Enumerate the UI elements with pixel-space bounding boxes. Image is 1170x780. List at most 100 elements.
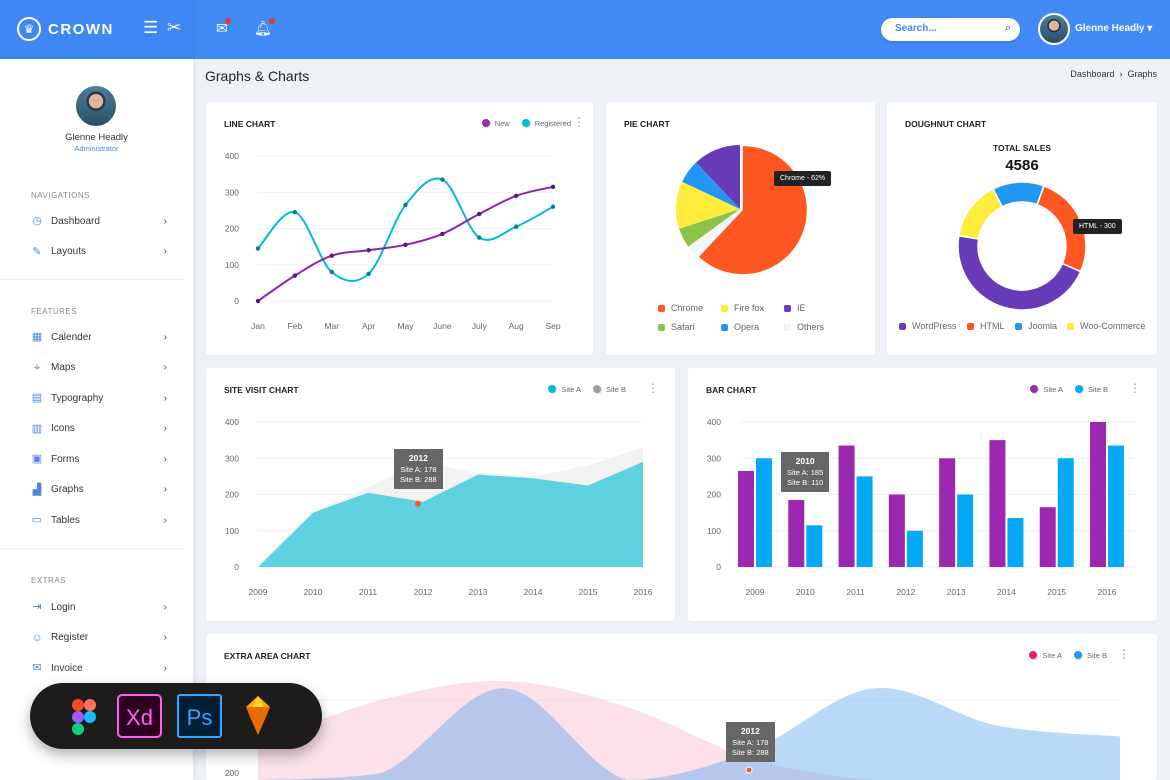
legend-site-a[interactable]: Site A: [1030, 385, 1063, 394]
form-icon: ▣: [31, 453, 43, 465]
breadcrumb-dashboard[interactable]: Dashboard: [1070, 69, 1115, 79]
figma-icon: [72, 699, 96, 735]
sidebar-item-maps[interactable]: ⌖ Maps ›: [31, 358, 171, 378]
data-point: [513, 224, 519, 229]
pie-slice-safari: [679, 209, 740, 247]
sidebar-item-typography[interactable]: ▤ Typography ›: [31, 388, 171, 408]
sidebar-item-graphs[interactable]: ▟ Graphs ›: [31, 480, 171, 500]
extra-area-chart: 200: [225, 680, 1120, 780]
card-title: DOUGHNUT CHART: [905, 119, 987, 129]
sidebar-section-title: FEATURES: [31, 307, 78, 316]
total-sales-label: TOTAL SALES: [992, 143, 1052, 153]
legend-ie[interactable]: IE: [784, 303, 806, 313]
sidebar-item-forms[interactable]: ▣ Forms ›: [31, 449, 171, 469]
x-tick-label: 2012: [414, 587, 433, 597]
sidebar-item-label: Login: [51, 601, 76, 613]
sidebar-item-register[interactable]: ☺ Register ›: [31, 628, 171, 648]
brand[interactable]: ♛ CROWN: [0, 0, 193, 59]
data-point: [329, 269, 334, 275]
sidebar-item-login[interactable]: ⇥ Login ›: [31, 597, 171, 617]
chevron-right-icon: ›: [163, 246, 167, 257]
legend-site-a[interactable]: Site A: [548, 385, 581, 394]
map-pin-icon: ⌖: [33, 361, 41, 374]
legend-registered[interactable]: Registered: [521, 119, 571, 128]
card-title: PIE CHART: [624, 119, 670, 129]
y-tick-label: 300: [225, 187, 239, 197]
breadcrumb-graphs: Graphs: [1127, 69, 1157, 79]
legend-chrome[interactable]: Chrome: [658, 303, 703, 313]
legend-site-b[interactable]: Site B: [592, 385, 626, 394]
legend-safari[interactable]: Safari: [658, 322, 695, 332]
sidebar-item-layouts[interactable]: ✎ Layouts ›: [31, 242, 171, 262]
sidebar-item-label: Calender: [51, 331, 92, 343]
more-options-icon[interactable]: ⋮: [647, 381, 659, 395]
x-tick-label: 2016: [634, 587, 653, 597]
legend-opera[interactable]: Opera: [721, 322, 759, 332]
page-title: Graphs & Charts: [205, 68, 310, 84]
highlight-point: [415, 500, 421, 507]
more-options-icon[interactable]: ⋮: [1129, 381, 1141, 395]
bar-site-a: [788, 499, 805, 567]
gauge-icon: ◷: [32, 215, 42, 227]
legend-fire-fox[interactable]: Fire fox: [721, 303, 764, 313]
bar-site-a: [1090, 422, 1106, 567]
search-icon[interactable]: ⌕: [1004, 22, 1011, 34]
bar-site-b: [806, 525, 823, 567]
doughnut-chart-card: DOUGHNUT CHART TOTAL SALES 4586 HTML - 3…: [887, 102, 1157, 355]
legend-joomla[interactable]: Joomla: [1015, 321, 1057, 331]
sidebar-item-label: Icons: [51, 423, 75, 434]
user-menu[interactable]: Glenne Headly ▾: [1075, 23, 1152, 34]
more-options-icon[interactable]: ⋮: [573, 115, 585, 129]
bar-site-b: [756, 458, 772, 567]
doughnut-slice-wordpress: [957, 234, 1082, 311]
y-tick-label: 200: [707, 490, 721, 500]
user-name: Glenne Headly: [1075, 23, 1145, 34]
y-tick-label: 200: [225, 224, 239, 234]
search-box: ⌕: [881, 18, 1020, 41]
svg-text:Ps: Ps: [187, 705, 213, 730]
icons-icon: ▥: [31, 422, 43, 435]
x-tick-label: 2009: [746, 587, 765, 597]
data-point: [477, 211, 482, 217]
sidebar-item-label: Dashboard: [51, 215, 100, 227]
more-options-icon[interactable]: ⋮: [1118, 647, 1130, 661]
site-visit-chart: 0 100 200 300 400 2009 2010 2011 2012 2013 2014 201…: [225, 417, 653, 597]
legend-site-b[interactable]: Site B: [1073, 651, 1107, 660]
mail-icon[interactable]: ✉: [216, 18, 231, 37]
sidebar-item-icons[interactable]: ▥ Icons ›: [31, 419, 171, 439]
card-title: LINE CHART: [224, 119, 276, 129]
tools-icon[interactable]: ✂: [167, 18, 182, 37]
sidebar-item-calender[interactable]: ▦ Calender ›: [31, 327, 171, 347]
legend-new[interactable]: New: [481, 119, 510, 128]
legend-html[interactable]: HTML: [967, 321, 1005, 331]
sidebar-item-invoice[interactable]: ✉ Invoice ›: [31, 658, 171, 678]
legend-site-a[interactable]: Site A: [1029, 651, 1062, 660]
menu-icon[interactable]: ☰: [143, 18, 159, 37]
search-input[interactable]: [895, 23, 995, 34]
data-point: [440, 177, 445, 182]
bar-site-a: [989, 440, 1006, 567]
legend-wordpress[interactable]: WordPress: [899, 321, 956, 331]
x-tick-label: Feb: [288, 321, 303, 331]
legend-site-b[interactable]: Site B: [1074, 385, 1108, 394]
bar-tooltip: 2010 Site A: 185 Site B: 110: [781, 452, 830, 492]
legend-others[interactable]: Others: [784, 322, 824, 332]
x-tick-label: 2013: [947, 587, 966, 597]
header-avatar[interactable]: [1038, 13, 1070, 45]
chevron-right-icon: ›: [163, 423, 167, 434]
adobe-xd-icon: Xd: [117, 694, 162, 738]
data-point: [366, 248, 371, 253]
area-site-a: [258, 461, 643, 567]
sidebar-user-role: Administrator: [74, 144, 119, 153]
bell-icon[interactable]: 🔔︎: [254, 18, 275, 37]
chevron-right-icon: ›: [163, 601, 167, 613]
bar-site-b: [957, 494, 974, 567]
sidebar-item-tables[interactable]: ▭ Tables ›: [31, 510, 171, 530]
legend-woo-commerce[interactable]: Woo-Commerce: [1067, 321, 1145, 331]
sidebar-item-dashboard[interactable]: ◷ Dashboard ›: [31, 211, 171, 231]
data-point: [255, 298, 261, 304]
y-tick-label: 0: [234, 562, 239, 572]
data-point: [292, 209, 298, 215]
pie-chart-card: PIE CHART Chrome - 62% Chrome Fire fox IE S…: [606, 102, 875, 355]
bar-site-a: [838, 445, 855, 567]
